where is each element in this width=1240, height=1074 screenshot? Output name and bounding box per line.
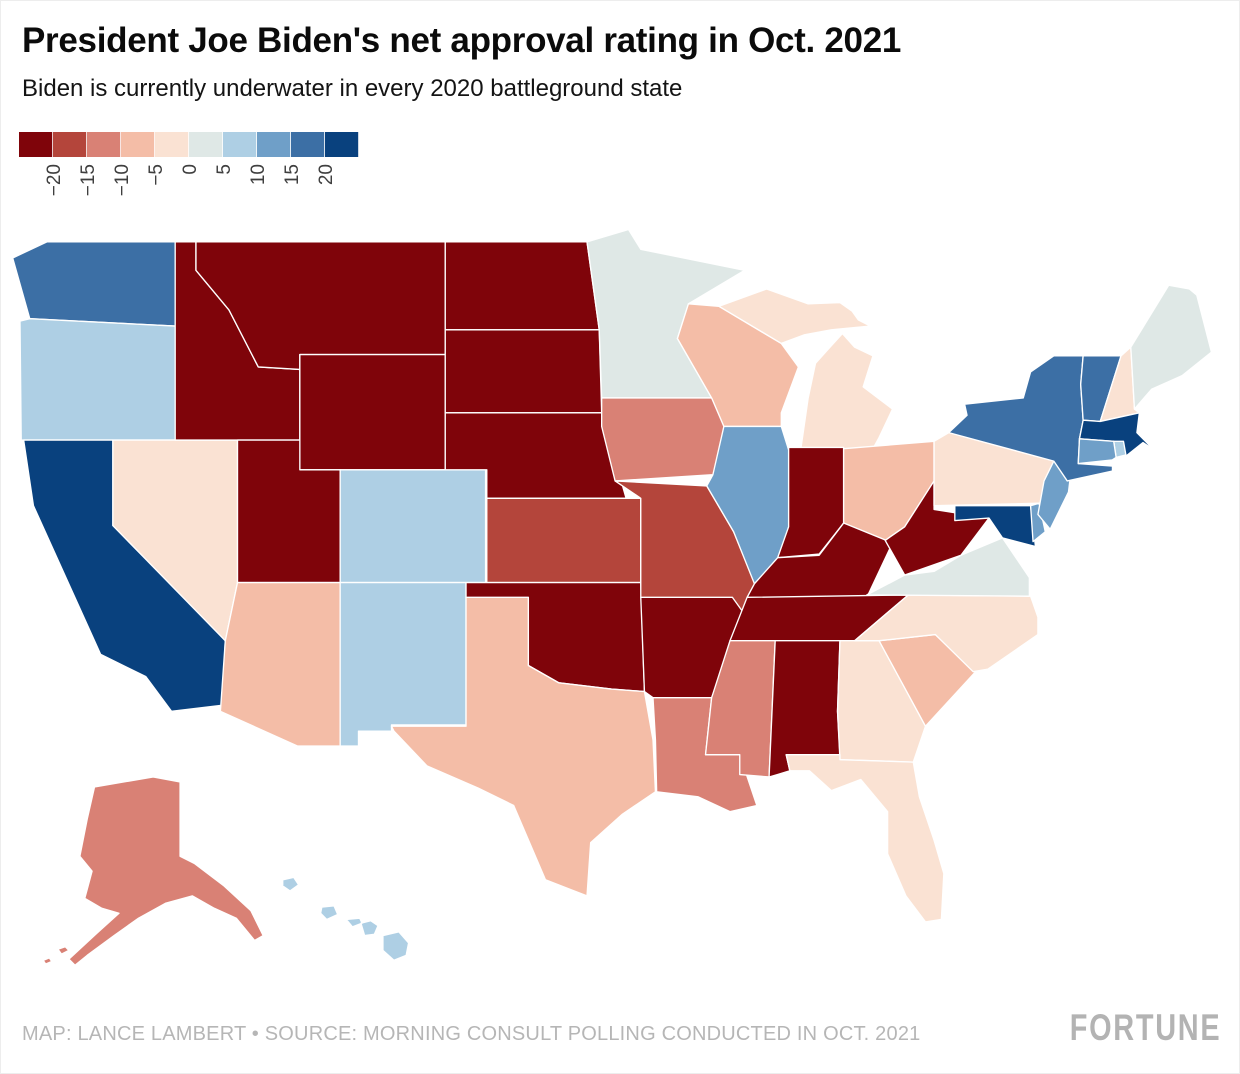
- legend-swatch: [19, 132, 53, 157]
- state-WI[interactable]: [676, 303, 800, 428]
- legend-tick-label: 0: [180, 164, 201, 175]
- state-CT[interactable]: [1077, 438, 1117, 465]
- state-FL[interactable]: [785, 754, 945, 923]
- legend-swatch: [87, 132, 121, 157]
- state-HI[interactable]: [282, 876, 410, 961]
- state-KY[interactable]: [746, 522, 894, 599]
- state-WA[interactable]: [11, 241, 176, 327]
- state-ND[interactable]: [444, 241, 600, 331]
- state-IN[interactable]: [776, 446, 845, 559]
- state-NC[interactable]: [853, 594, 1039, 673]
- page-subtitle: Biden is currently underwater in every 2…: [22, 75, 683, 102]
- state-SD[interactable]: [444, 329, 603, 414]
- state-DE[interactable]: [1029, 502, 1046, 543]
- legend-tick-label: 15: [282, 164, 303, 185]
- legend-tick-label: −5: [146, 164, 167, 186]
- page-title: President Joe Biden's net approval ratin…: [22, 21, 902, 60]
- us-choropleth-map: [11, 228, 1213, 966]
- legend-tick-label: 10: [248, 164, 269, 185]
- legend-scale: −20 −15 −10 −5 0 5 10 15 20: [19, 132, 359, 196]
- fortune-logo: FORTUNE: [1069, 1007, 1221, 1049]
- legend-tick-label: 20: [316, 164, 337, 185]
- state-KS[interactable]: [486, 497, 642, 584]
- state-OR[interactable]: [19, 317, 179, 441]
- legend-tick-label: −20: [44, 164, 65, 196]
- legend-swatch: [53, 132, 87, 157]
- legend-swatch: [325, 132, 359, 157]
- state-ME[interactable]: [1130, 284, 1213, 410]
- state-MI[interactable]: [718, 288, 894, 450]
- state-AK[interactable]: [42, 776, 264, 966]
- legend-tick-label: −15: [78, 164, 99, 196]
- state-AZ[interactable]: [219, 581, 341, 747]
- legend-swatch: [121, 132, 155, 157]
- legend-swatch: [223, 132, 257, 157]
- legend-swatch: [155, 132, 189, 157]
- state-WV[interactable]: [884, 480, 990, 576]
- state-CO[interactable]: [339, 469, 487, 584]
- state-NH[interactable]: [1099, 346, 1141, 423]
- source-credit: MAP: LANCE LAMBERT • SOURCE: MORNING CON…: [22, 1023, 921, 1045]
- state-NM[interactable]: [339, 581, 467, 747]
- legend-swatch: [291, 132, 325, 157]
- legend-swatch: [257, 132, 291, 157]
- legend-swatch: [189, 132, 223, 157]
- state-WY[interactable]: [299, 353, 446, 471]
- legend-tick-label: −10: [112, 164, 133, 196]
- legend-tick-label: 5: [214, 164, 235, 175]
- state-VA[interactable]: [866, 537, 1031, 597]
- state-TX[interactable]: [390, 596, 657, 897]
